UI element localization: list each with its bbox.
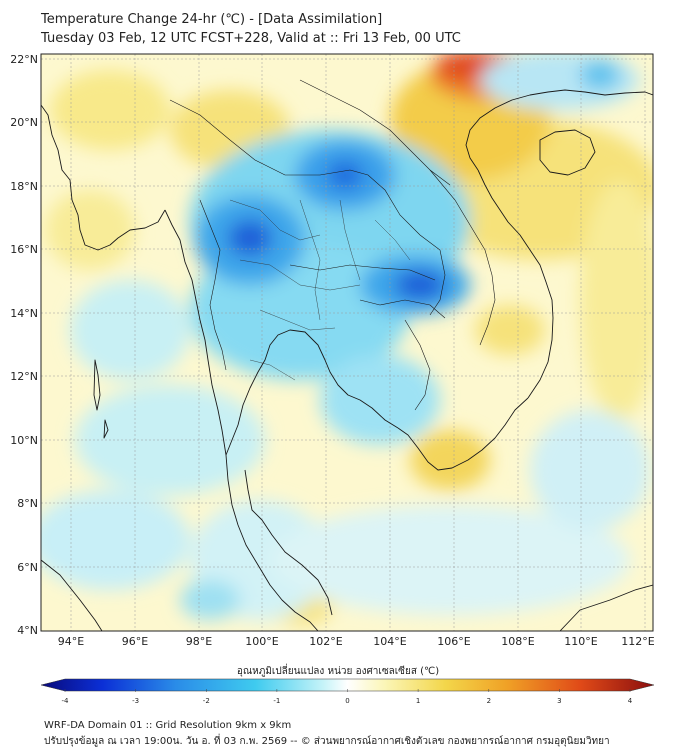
coastlines bbox=[41, 89, 653, 631]
lon-label: 108°E bbox=[501, 635, 534, 648]
colorbar-tick: -4 bbox=[61, 697, 69, 705]
colorbar-label: อุณหภูมิเปลี่ยนแปลง หน่วย องศาเซลเซียส (… bbox=[236, 666, 440, 677]
lon-axis: 94°E 96°E 98°E 100°E 102°E 104°E 106°E 1… bbox=[58, 635, 655, 648]
lon-label: 94°E bbox=[58, 635, 84, 648]
lon-label: 110°E bbox=[564, 635, 597, 648]
lon-label: 98°E bbox=[186, 635, 212, 648]
colorbar-tick: 0 bbox=[345, 697, 350, 705]
borders bbox=[169, 79, 496, 411]
map-frame bbox=[40, 53, 654, 632]
lon-label: 112°E bbox=[621, 635, 654, 648]
lat-label: 16°N bbox=[10, 243, 38, 256]
lon-label: 96°E bbox=[122, 635, 148, 648]
colorbar-tick: -1 bbox=[273, 697, 281, 705]
colorbar-tick: -2 bbox=[202, 697, 210, 705]
lon-label: 104°E bbox=[373, 635, 406, 648]
lon-label: 106°E bbox=[437, 635, 470, 648]
temperature-field bbox=[41, 54, 653, 631]
lat-label: 8°N bbox=[17, 497, 38, 510]
map-subtitle: Tuesday 03 Feb, 12 UTC FCST+228, Valid a… bbox=[41, 31, 461, 46]
lat-label: 6°N bbox=[17, 561, 38, 574]
colorbar-tick: 2 bbox=[486, 697, 492, 705]
province-lines bbox=[229, 199, 411, 381]
lat-label: 22°N bbox=[10, 53, 38, 66]
colorbar-tick: -3 bbox=[132, 697, 140, 705]
lat-label: 14°N bbox=[10, 307, 38, 320]
lon-label: 100°E bbox=[245, 635, 278, 648]
lat-label: 12°N bbox=[10, 370, 38, 383]
colorbar bbox=[40, 678, 655, 692]
footer-credit: ปรับปรุงข้อมูล ณ เวลา 19:00น. วัน อ. ที่… bbox=[44, 736, 610, 747]
lat-label: 10°N bbox=[10, 434, 38, 447]
lat-label: 4°N bbox=[17, 624, 38, 637]
lat-label: 18°N bbox=[10, 180, 38, 193]
footer-model-info: WRF-DA Domain 01 :: Grid Resolution 9km … bbox=[44, 720, 292, 731]
gridlines bbox=[41, 54, 653, 631]
lat-axis: 22°N 20°N 18°N 16°N 14°N 12°N 10°N 8°N 6… bbox=[10, 53, 38, 637]
colorbar-tick: 4 bbox=[627, 697, 633, 705]
lon-label: 102°E bbox=[309, 635, 342, 648]
colorbar-tick: 3 bbox=[557, 697, 562, 705]
lat-label: 20°N bbox=[10, 116, 38, 129]
colorbar-tick: 1 bbox=[415, 697, 421, 705]
map-title: Temperature Change 24-hr (℃) - [Data Ass… bbox=[41, 12, 383, 27]
